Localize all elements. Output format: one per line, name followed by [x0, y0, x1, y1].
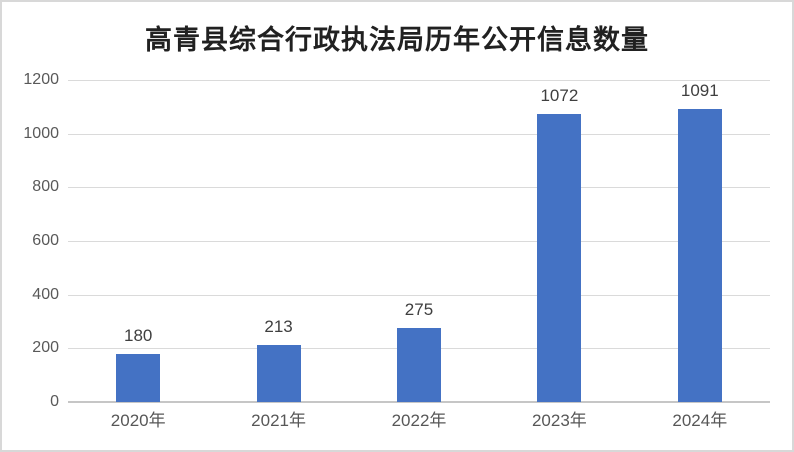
- gridline-600: [68, 241, 770, 242]
- value-label-2024年: 1091: [680, 81, 719, 101]
- bar-2023年: [537, 114, 582, 402]
- y-tick-label-200: 200: [32, 339, 59, 357]
- bar-slot-2020年: 180: [68, 80, 208, 402]
- y-tick-label-1200: 1200: [23, 71, 59, 88]
- x-tick-label-2023年: 2023年: [531, 411, 587, 430]
- bar-2022年: [396, 328, 441, 402]
- y-tick-label-0: 0: [50, 393, 59, 410]
- gridline-400: [68, 294, 770, 296]
- chart-title: 高青县综合行政执法局历年公开信息数量: [145, 25, 649, 55]
- bar-2021年: [256, 344, 301, 402]
- y-tick-label-800: 800: [32, 178, 59, 196]
- bar-slot-2021年: 213: [208, 80, 348, 402]
- y-tick-label-600: 600: [32, 232, 59, 249]
- value-label-2022年: 275: [404, 300, 434, 320]
- y-tick-label-400: 400: [32, 285, 59, 303]
- bar-2020年: [116, 353, 161, 402]
- x-tick-label-2020年: 2020年: [110, 411, 166, 430]
- bar-2024年: [677, 109, 722, 402]
- bar-slot-2024年: 1091: [630, 80, 770, 402]
- bar-slot-2023年: 1072: [489, 80, 629, 402]
- x-tick-label-2024年: 2024年: [672, 411, 728, 430]
- gridline-800: [68, 187, 770, 189]
- y-tick-label-1000: 1000: [23, 124, 59, 142]
- value-label-2023年: 1072: [540, 86, 579, 106]
- value-label-2021年: 213: [264, 316, 293, 336]
- x-tick-label-2022年: 2022年: [391, 411, 447, 430]
- bar-slot-2022年: 275: [349, 80, 489, 402]
- gridline-1200: [68, 80, 770, 81]
- gridline-1000: [68, 133, 770, 135]
- x-tick-label-2021年: 2021年: [251, 411, 306, 430]
- x-axis-line: [68, 401, 770, 403]
- value-label-2020年: 180: [124, 325, 153, 345]
